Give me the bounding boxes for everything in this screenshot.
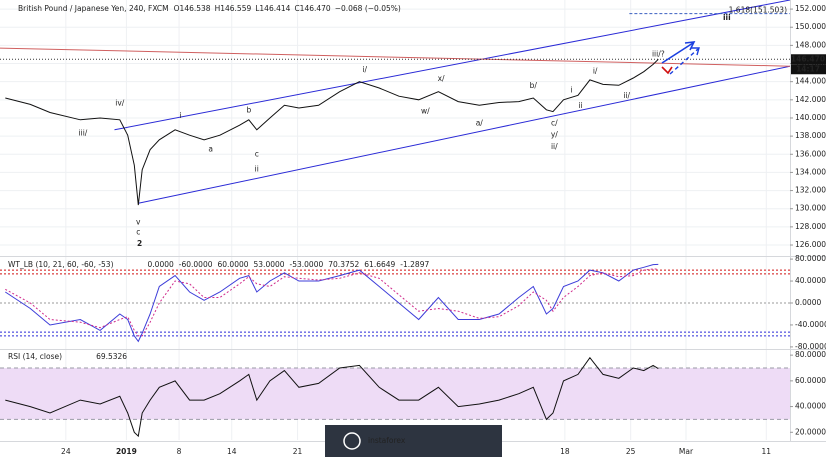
y-tick-label: 128.000 (795, 222, 826, 231)
watermark: instaforex (368, 436, 406, 445)
y-tick-label: 80.0000 (795, 350, 826, 359)
last-price-label: 146.470 (791, 54, 825, 63)
price-line (5, 356, 659, 438)
trendline (114, 0, 791, 131)
wave-label: ii/ (623, 91, 630, 100)
ohlc-value: O146.538 (174, 4, 211, 13)
x-tick-label: 18 (560, 447, 570, 456)
wave-label: c (136, 227, 140, 236)
wave-label: a/ (476, 118, 484, 127)
readout-value: 53.0000 (254, 260, 285, 269)
wave-label: ii (255, 165, 259, 174)
x-tick-label: 24 (61, 447, 71, 456)
watermark-icon (343, 432, 361, 450)
wave-label: b/ (530, 81, 538, 90)
wave-label: iii/? (652, 49, 665, 58)
wave-label: x/ (438, 74, 445, 83)
x-tick-label: 25 (626, 447, 636, 456)
readout-value: -53.0000 (290, 260, 324, 269)
wave-label: c/ (551, 118, 558, 127)
x-tick-label: 11 (762, 447, 772, 456)
readout-value: 61.6649 (364, 260, 395, 269)
y-tick-label: 142.000 (795, 95, 826, 104)
y-tick-label: 134.000 (795, 167, 826, 176)
wave-label: i (179, 111, 181, 120)
x-tick-label: 8 (177, 447, 182, 456)
trendline (0, 47, 791, 67)
fib-label: 1.618(151.503) (729, 6, 787, 15)
x-tick-label: 21 (293, 447, 303, 456)
y-tick-label: 40.0000 (795, 402, 826, 411)
y-tick-label: 144.000 (795, 77, 826, 86)
y-tick-label: 40.0000 (795, 276, 826, 285)
wave-label: ii/ (551, 142, 558, 151)
wave-label: b (246, 106, 251, 115)
time-box (791, 64, 826, 75)
arrow (661, 42, 694, 64)
x-tick-label: 2019 (116, 447, 137, 456)
wave-label: i/ (362, 65, 367, 74)
last-time-label: 14:17 (796, 64, 820, 73)
wave-label: a (208, 145, 213, 154)
y-tick-label: 126.000 (795, 240, 826, 249)
y-tick-label: 148.000 (795, 40, 826, 49)
ohlc-value: L146.414 (255, 4, 290, 13)
price-box (791, 54, 826, 65)
y-tick-label: -40.0000 (795, 320, 826, 329)
watermark-bg (325, 425, 502, 457)
ohlc-value: C146.470 (294, 4, 330, 13)
price-line (5, 58, 659, 206)
ohlc-value: H146.559 (215, 4, 252, 13)
panel-title: WT_LB (10, 21, 60, -60, -53) (8, 260, 114, 269)
x-tick-label: Mar (679, 447, 694, 456)
y-tick-label: 152.000 (795, 4, 826, 13)
indicator-line (5, 263, 659, 343)
ohlc-value: −0.068 (−0.05%) (335, 4, 401, 13)
wave-label: iv/ (115, 98, 125, 107)
y-tick-label: 132.000 (795, 186, 826, 195)
y-tick-label: 140.000 (795, 113, 826, 122)
arrow (669, 48, 699, 75)
readout-value: 69.5326 (96, 352, 127, 361)
rsi-band (0, 368, 790, 420)
y-tick-label: -80.0000 (795, 342, 826, 351)
wave-label: w/ (421, 107, 430, 116)
x-tick-label: 14 (227, 447, 237, 456)
y-tick-label: 138.000 (795, 131, 826, 140)
projection-arrows (661, 41, 700, 75)
wave-label: ii (579, 101, 583, 110)
y-tick-label: 60.0000 (795, 376, 826, 385)
y-tick-label: 20.0000 (795, 427, 826, 436)
wave-label: i (570, 86, 572, 95)
readout-value: 60.0000 (218, 260, 249, 269)
y-tick-label: 130.000 (795, 204, 826, 213)
panel-title: RSI (14, close) (8, 352, 62, 361)
readout-value: -1.2897 (400, 260, 429, 269)
wave-label: iii (723, 13, 731, 22)
marker (661, 66, 673, 75)
readout-value: -60.0000 (179, 260, 213, 269)
indicator-line (5, 268, 659, 337)
wave-label: y/ (551, 130, 558, 139)
readout-value: 70.3752 (328, 260, 359, 269)
y-tick-label: 80.0000 (795, 254, 826, 263)
wave-label: c (255, 149, 259, 158)
y-tick-label: 0.0000 (795, 298, 821, 307)
y-tick-label: 136.000 (795, 149, 826, 158)
wave-label: i/ (593, 67, 598, 76)
wave-label: v (136, 217, 141, 226)
wave-label: 2 (137, 239, 142, 248)
readout-value: 0.0000 (148, 260, 174, 269)
chart-title: British Pound / Japanese Yen, 240, FXCM (18, 4, 169, 13)
trendline (138, 65, 791, 204)
y-tick-label: 150.000 (795, 22, 826, 31)
arrow-head (691, 47, 700, 56)
wave-label: iii/ (79, 128, 88, 137)
